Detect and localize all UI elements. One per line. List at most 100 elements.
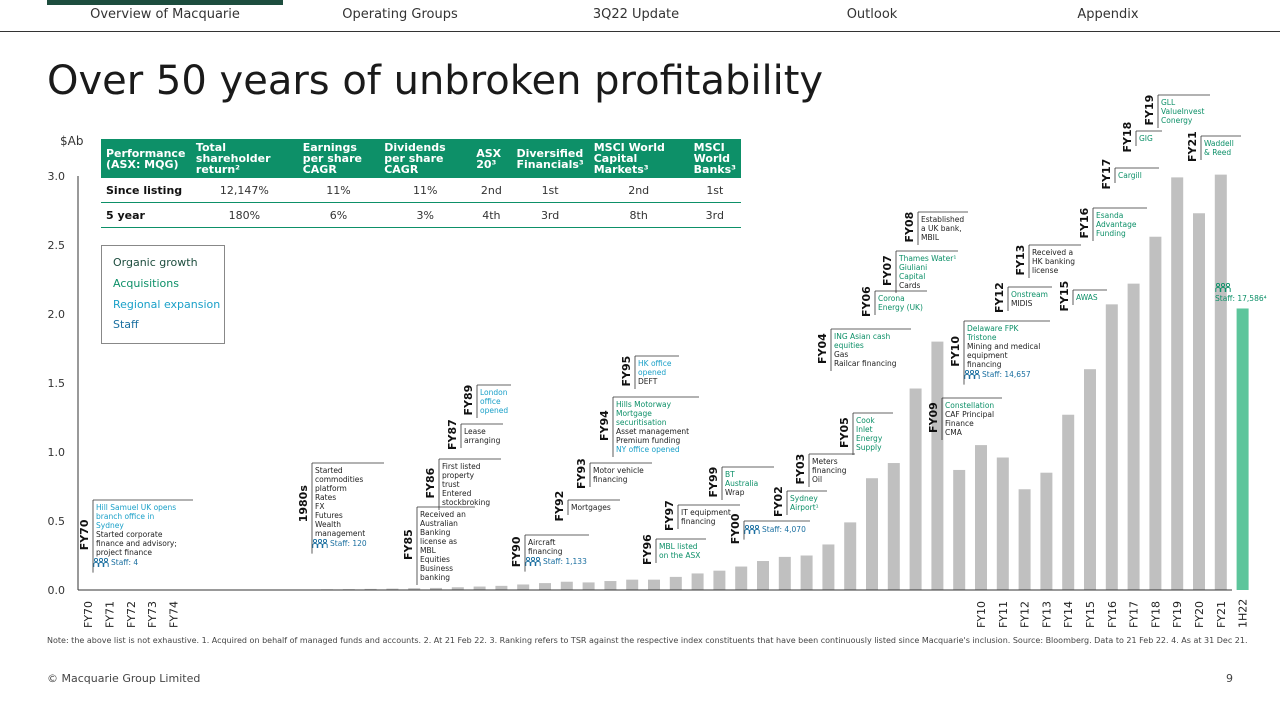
staff-icon [744,524,750,530]
annotation-text: Giuliani [899,263,927,272]
bar-fy02 [800,555,813,590]
annotation-text: CAF Principal [945,410,994,419]
bar-fy12 [1018,489,1031,590]
annotation-year-fy05: FY05 [838,417,851,448]
y-tick-label: 0.0 [48,584,66,597]
annotation-year-fy93: FY93 [575,458,588,489]
table-row: Since listing 12,147% 11% 11% 2nd 1st 2n… [101,178,741,203]
annotation-text: Wealth [315,520,341,529]
bar-fy94 [626,579,639,590]
legend-item-organic-growth: Organic growth [113,256,198,269]
annotation-text: Conergy [1161,116,1193,125]
annotation-staff-count: Staff: 17,586⁴ [1215,294,1267,303]
nav-tab-outlook[interactable]: Outlook [846,7,898,22]
staff-icon [1220,286,1226,292]
staff-icon [525,560,531,566]
annotation-text: Inlet [856,425,873,434]
bar-fy13 [1040,472,1053,590]
annotation-year-fy89: FY89 [462,385,475,416]
bar-fy92 [582,582,595,590]
annotation-text: London [480,388,508,397]
annotation-text: GIG [1139,134,1153,143]
annotation-text: platform [315,484,347,493]
annotation-text: Delaware FPK [967,324,1020,333]
nav-tab-3q22-update[interactable]: 3Q22 Update [592,7,680,22]
nav-tab-operating-groups[interactable]: Operating Groups [342,7,458,22]
table-header-cell: MSCI World Banks³ [688,139,741,178]
x-tick-label: FY20 [1193,601,1206,628]
staff-icon [964,373,970,379]
bar-fy97 [691,573,704,590]
staff-icon [749,524,755,530]
annotation-text: license [1032,266,1059,275]
annotation-year-fy09: FY09 [927,402,940,433]
bar-fy98 [713,570,726,590]
bar-fy95 [648,579,660,590]
bar-fy04 [844,522,857,590]
annotation-text: Sydney [96,521,124,530]
annotation-text: Thames Water¹ [898,254,956,263]
bar-fy07 [909,388,922,590]
annotation-text: banking [420,573,450,582]
page-title: Over 50 years of unbroken profitability [47,58,824,104]
table-header-cell: ASX 20³ [471,139,512,178]
annotation-text: Business [420,564,453,573]
bar-fy96 [669,576,682,590]
nav-tab-appendix[interactable]: Appendix [1077,7,1139,22]
bar-fy03 [822,544,835,590]
nav-active-indicator [47,0,283,5]
annotation-text: Australian [420,519,458,528]
table-cell: 1st [511,178,589,203]
table-cell: 12,147% [190,178,298,203]
annotation-text: Premium funding [616,436,681,445]
annotation-text: equities [834,341,864,350]
staff-icon [969,373,975,379]
table-header-cell: Total shareholder return² [190,139,298,178]
x-tick-label: FY21 [1215,601,1228,628]
annotation-text: Received an [420,510,466,519]
annotation-staff-count: Staff: 120 [330,539,367,548]
annotation-year-fy03: FY03 [794,454,807,485]
annotation-year-fy70: FY70 [78,519,91,550]
staff-icon [103,561,109,567]
y-tick-label: 1.0 [48,446,66,459]
annotation-year-fy06: FY06 [860,286,873,317]
annotation-text: license as [420,537,457,546]
annotation-text: securitisation [616,418,667,427]
annotation-text: management [315,529,365,538]
annotation-text: AWAS [1076,293,1098,302]
annotation-text: Established [921,215,964,224]
annotation-text: DEFT [638,377,658,386]
bar-fy09 [953,469,966,590]
x-tick-label: FY12 [1019,601,1032,628]
annotation-text: property [442,471,475,480]
annotation-year-fy07: FY07 [881,255,894,286]
annotation-year-fy95: FY95 [620,356,633,387]
staff-icon [312,542,318,548]
staff-icon [974,373,980,379]
staff-icon [749,528,755,534]
annotation-year-fy10: FY10 [949,336,962,367]
annotation-text: Banking [420,528,451,537]
annotation-text: office [480,397,501,406]
annotation-text: commodities [315,475,363,484]
top-navigation: Overview of Macquarie Operating Groups 3… [0,0,1280,32]
annotation-text: a UK bank, [921,224,962,233]
annotation-staff-count: Staff: 1,133 [543,557,587,566]
staff-icon [969,369,975,375]
annotation-text: CMA [945,428,963,437]
annotation-year-fy18: FY18 [1121,122,1134,153]
copyright: © Macquarie Group Limited [47,672,201,685]
bar-fy88 [495,585,508,590]
annotation-year-fy85: FY85 [402,529,415,560]
staff-icon [317,542,323,548]
annotation-text: Cards [899,281,921,290]
staff-icon [974,369,980,375]
annotation-text: HK office [638,359,672,368]
bar-fy19 [1171,177,1184,590]
annotation-text: financing [681,517,716,526]
bar-fy89 [517,584,530,590]
staff-icon [535,560,541,566]
nav-tab-overview[interactable]: Overview of Macquarie [90,7,240,22]
staff-icon [1225,282,1231,288]
